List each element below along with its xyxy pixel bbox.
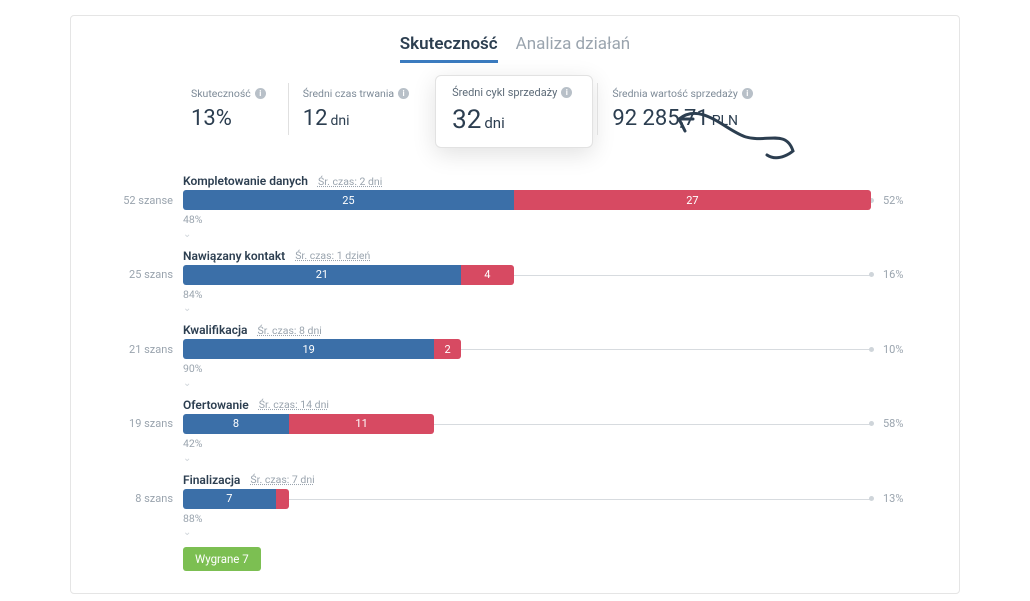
stage-avg-time: Śr. czas: 8 dni (258, 324, 322, 337)
stage-title: Finalizacja (183, 473, 240, 487)
segment-lost: 4 (461, 265, 514, 285)
stage-title: Nawiązany kontakt (183, 249, 285, 263)
track-end-dot (869, 347, 874, 352)
kpi-effectiveness-label: Skuteczność i (191, 87, 266, 100)
info-icon[interactable]: i (255, 88, 266, 99)
stage-avg-time: Śr. czas: 2 dni (318, 175, 382, 188)
stage-right-pct: 58% (871, 417, 919, 430)
chevron-down-icon: ⌄ (183, 302, 919, 315)
stage-dropoff: 84%⌄ (183, 288, 919, 316)
kpi-avg-sale-value-label: Średnia wartość sprzedaży i (612, 87, 753, 100)
info-icon[interactable]: i (398, 88, 409, 99)
funnel-stage: Finalizacja Śr. czas: 7 dni 8 szans7 13% 88%… (111, 473, 919, 540)
chevron-down-icon: ⌄ (183, 377, 919, 390)
funnel-stage: Nawiązany kontakt Śr. czas: 1 dzień 25 sza… (111, 249, 919, 316)
kpi-avg-duration-label: Średni czas trwania i (303, 87, 409, 100)
stage-bar-track: 2527 (183, 190, 871, 210)
kpi-avg-sale-value-value: 92 285,71PLN (612, 106, 753, 131)
segment-won: 19 (183, 339, 434, 359)
stage-bar-row: 52 szanse252752% (111, 190, 919, 210)
funnel-stage: Ofertowanie Śr. czas: 14 dni 19 szans811 58… (111, 398, 919, 465)
info-icon[interactable]: i (742, 88, 753, 99)
stage-segments: 811 (183, 414, 434, 434)
stage-segments: 2527 (183, 190, 871, 210)
kpi-row: Skuteczność i 13% Średni czas trwania i … (191, 83, 919, 148)
kpi-sales-cycle-popover: Średni cykl sprzedaży i 32dni (435, 75, 593, 148)
tab-activity-analysis[interactable]: Analiza działań (516, 34, 631, 63)
kpi-sales-cycle-value: 32dni (452, 105, 572, 135)
stage-bar-row: 21 szans192 10% (111, 339, 919, 359)
kpi-sales-cycle-label: Średni cykl sprzedaży i (452, 86, 572, 99)
kpi-avg-duration-value: 12dni (303, 106, 409, 131)
stage-bar-track: 7 (183, 489, 871, 509)
segment-lost (276, 489, 289, 509)
stage-dropoff: 48%⌄ (183, 213, 919, 241)
stage-right-pct: 16% (871, 268, 919, 281)
chevron-down-icon: ⌄ (183, 526, 919, 539)
stage-left-count: 21 szans (111, 343, 183, 356)
chevron-down-icon: ⌄ (183, 228, 919, 241)
stage-title: Kompletowanie danych (183, 174, 308, 188)
report-panel: Skuteczność Analiza działań Skuteczność … (70, 15, 960, 594)
won-badge[interactable]: Wygrane 7 (183, 547, 261, 571)
funnel-stage: Kwalifikacja Śr. czas: 8 dni 21 szans192 10… (111, 323, 919, 390)
info-icon[interactable]: i (561, 87, 572, 98)
funnel-chart: Kompletowanie danych Śr. czas: 2 dni 52 sz… (111, 174, 919, 571)
kpi-avg-sale-value: Średnia wartość sprzedaży i 92 285,71PLN (597, 83, 775, 135)
stage-dropoff: 88%⌄ (183, 512, 919, 540)
stage-avg-time: Śr. czas: 14 dni (259, 398, 329, 411)
tabs: Skuteczność Analiza działań (111, 34, 919, 63)
stage-avg-time: Śr. czas: 1 dzień (295, 249, 370, 262)
stage-bar-track: 192 (183, 339, 871, 359)
stage-left-count: 8 szans (111, 492, 183, 505)
segment-won: 21 (183, 265, 461, 285)
tab-effectiveness[interactable]: Skuteczność (400, 34, 498, 63)
segment-lost: 11 (289, 414, 435, 434)
chevron-down-icon: ⌄ (183, 452, 919, 465)
stage-right-pct: 13% (871, 492, 919, 505)
stage-dropoff: 42%⌄ (183, 437, 919, 465)
stage-left-count: 52 szanse (111, 194, 183, 207)
stage-left-count: 19 szans (111, 417, 183, 430)
stage-title: Kwalifikacja (183, 323, 248, 337)
stage-meta: Finalizacja Śr. czas: 7 dni (183, 473, 919, 487)
stage-segments: 192 (183, 339, 461, 359)
kpi-avg-duration: Średni czas trwania i 12dni (288, 83, 431, 135)
stage-left-count: 25 szans (111, 268, 183, 281)
stage-segments: 7 (183, 489, 289, 509)
stage-meta: Kompletowanie danych Śr. czas: 2 dni (183, 174, 919, 188)
funnel-stage: Kompletowanie danych Śr. czas: 2 dni 52 sz… (111, 174, 919, 241)
segment-won: 25 (183, 190, 514, 210)
stage-bar-row: 8 szans7 13% (111, 489, 919, 509)
stage-bar-track: 214 (183, 265, 871, 285)
kpi-effectiveness: Skuteczność i 13% (191, 83, 288, 135)
segment-won: 7 (183, 489, 276, 509)
segment-lost: 2 (434, 339, 460, 359)
stage-bar-track: 811 (183, 414, 871, 434)
stage-meta: Nawiązany kontakt Śr. czas: 1 dzień (183, 249, 919, 263)
segment-won: 8 (183, 414, 289, 434)
kpi-effectiveness-value: 13% (191, 106, 266, 131)
stage-right-pct: 52% (871, 194, 919, 207)
stage-meta: Ofertowanie Śr. czas: 14 dni (183, 398, 919, 412)
segment-lost: 27 (514, 190, 871, 210)
stage-bar-row: 25 szans214 16% (111, 265, 919, 285)
stage-segments: 214 (183, 265, 514, 285)
stage-dropoff: 90%⌄ (183, 362, 919, 390)
stage-avg-time: Śr. czas: 7 dni (250, 473, 314, 486)
stage-meta: Kwalifikacja Śr. czas: 8 dni (183, 323, 919, 337)
stage-title: Ofertowanie (183, 398, 249, 412)
stage-right-pct: 10% (871, 343, 919, 356)
stage-bar-row: 19 szans811 58% (111, 414, 919, 434)
